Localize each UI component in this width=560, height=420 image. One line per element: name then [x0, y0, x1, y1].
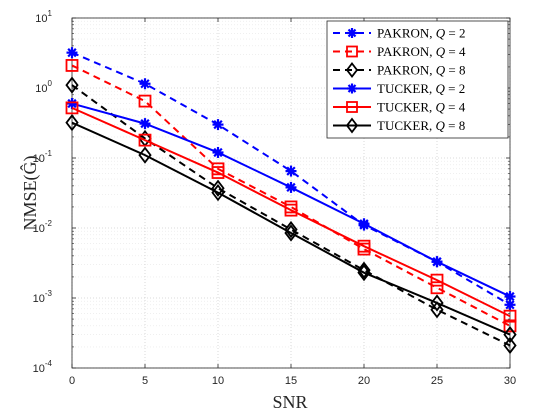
y-axis-title-text: NMSE(Ĝ)	[19, 155, 41, 230]
legend-label: PAKRON, Q = 2	[377, 26, 466, 41]
data-point	[284, 203, 298, 217]
axes-layer: 0 5 10 15 20 25 30 10-4 10-3 10-2 10-1 100 101	[33, 9, 517, 387]
data-point	[357, 239, 371, 253]
data-point	[211, 166, 225, 179]
x-tick-label: 25	[431, 375, 443, 387]
data-point	[65, 59, 79, 72]
x-tick-label: 30	[504, 375, 516, 387]
legend-entry: TUCKER, Q = 2	[333, 81, 465, 96]
data-point-stroke	[286, 166, 296, 176]
data-point	[139, 118, 151, 130]
x-axis-title: SNR	[272, 392, 307, 412]
legend-box	[326, 20, 509, 139]
y-tick-label: 10-3	[33, 289, 53, 305]
x-tick-label: 5	[142, 375, 148, 387]
data-point	[357, 261, 371, 279]
data-point	[503, 336, 517, 355]
data-point	[66, 47, 78, 59]
series-line	[71, 84, 511, 347]
legend-entry: TUCKER, Q = 4	[333, 100, 466, 115]
x-tick-label: 20	[358, 375, 370, 387]
legend-entry: PAKRON, Q = 2	[333, 26, 466, 41]
data-point	[285, 165, 297, 177]
data-point	[211, 179, 225, 197]
data-point	[346, 45, 358, 58]
data-point-stroke	[67, 48, 77, 58]
data-point	[65, 101, 79, 115]
x-tick-label: 10	[212, 375, 224, 387]
series-line	[71, 106, 511, 318]
y-tick-label: 10-1	[33, 149, 53, 165]
data-point	[65, 114, 79, 132]
data-point-stroke	[140, 118, 150, 129]
series-tucker-q-2	[66, 98, 516, 303]
data-point	[284, 220, 298, 239]
legend-label: TUCKER, Q = 2	[377, 81, 465, 96]
series-line	[71, 121, 511, 336]
y-tick-label: 10-4	[33, 359, 53, 375]
data-point-stroke	[347, 28, 357, 38]
legend: PAKRON, Q = 2 PAKRON, Q = 4 PAKRON, Q = 8 T…	[326, 20, 509, 139]
data-point-stroke	[347, 84, 357, 93]
data-point-stroke	[432, 257, 442, 267]
data-point	[138, 133, 152, 147]
data-point	[430, 294, 444, 312]
data-point	[430, 301, 444, 319]
x-tick-label: 0	[69, 375, 75, 387]
data-point	[212, 146, 224, 158]
series-layer	[65, 47, 517, 355]
y-tick-label: 10-2	[33, 219, 53, 235]
data-point	[346, 101, 358, 113]
data-point-stroke	[140, 79, 150, 89]
data-point	[138, 146, 152, 164]
y-tick-label: 100	[35, 79, 52, 95]
data-point	[212, 119, 224, 131]
legend-entry: PAKRON, Q = 4	[333, 44, 466, 59]
data-point	[430, 281, 444, 295]
data-point	[347, 28, 357, 38]
data-point	[431, 256, 443, 268]
data-point	[345, 62, 359, 78]
data-point-stroke	[67, 98, 77, 109]
series-tucker-q-4	[65, 101, 517, 323]
data-point	[65, 76, 79, 94]
legend-entry: PAKRON, Q = 8	[333, 62, 466, 78]
data-point	[66, 98, 78, 110]
legend-entry: TUCKER, Q = 8	[333, 117, 465, 134]
series-tucker-q-8	[65, 114, 517, 344]
data-point	[430, 273, 444, 287]
y-tick-label: 101	[35, 9, 52, 25]
data-point	[345, 117, 359, 134]
legend-label: TUCKER, Q = 8	[377, 118, 465, 133]
data-point-stroke	[505, 300, 515, 310]
data-point	[139, 78, 151, 90]
data-point-stroke	[286, 182, 296, 193]
legend-label: TUCKER, Q = 4	[377, 100, 466, 115]
data-point-stroke	[505, 291, 515, 302]
data-point	[211, 184, 225, 202]
x-tick-label: 15	[285, 375, 297, 387]
data-point-stroke	[213, 119, 223, 130]
data-point	[503, 325, 517, 344]
data-point	[285, 181, 297, 193]
data-point	[138, 94, 152, 108]
data-point-stroke	[213, 147, 223, 158]
data-point	[284, 224, 298, 242]
data-point	[503, 319, 517, 333]
data-point	[357, 264, 371, 282]
legend-label: PAKRON, Q = 4	[377, 44, 466, 59]
y-axis-title: NMSE(Ĝ)	[19, 155, 41, 230]
data-point	[504, 291, 516, 303]
legend-label: PAKRON, Q = 8	[377, 63, 466, 78]
data-point	[358, 218, 370, 230]
data-point	[347, 83, 357, 94]
data-point-stroke	[359, 219, 369, 229]
data-point	[503, 309, 517, 323]
